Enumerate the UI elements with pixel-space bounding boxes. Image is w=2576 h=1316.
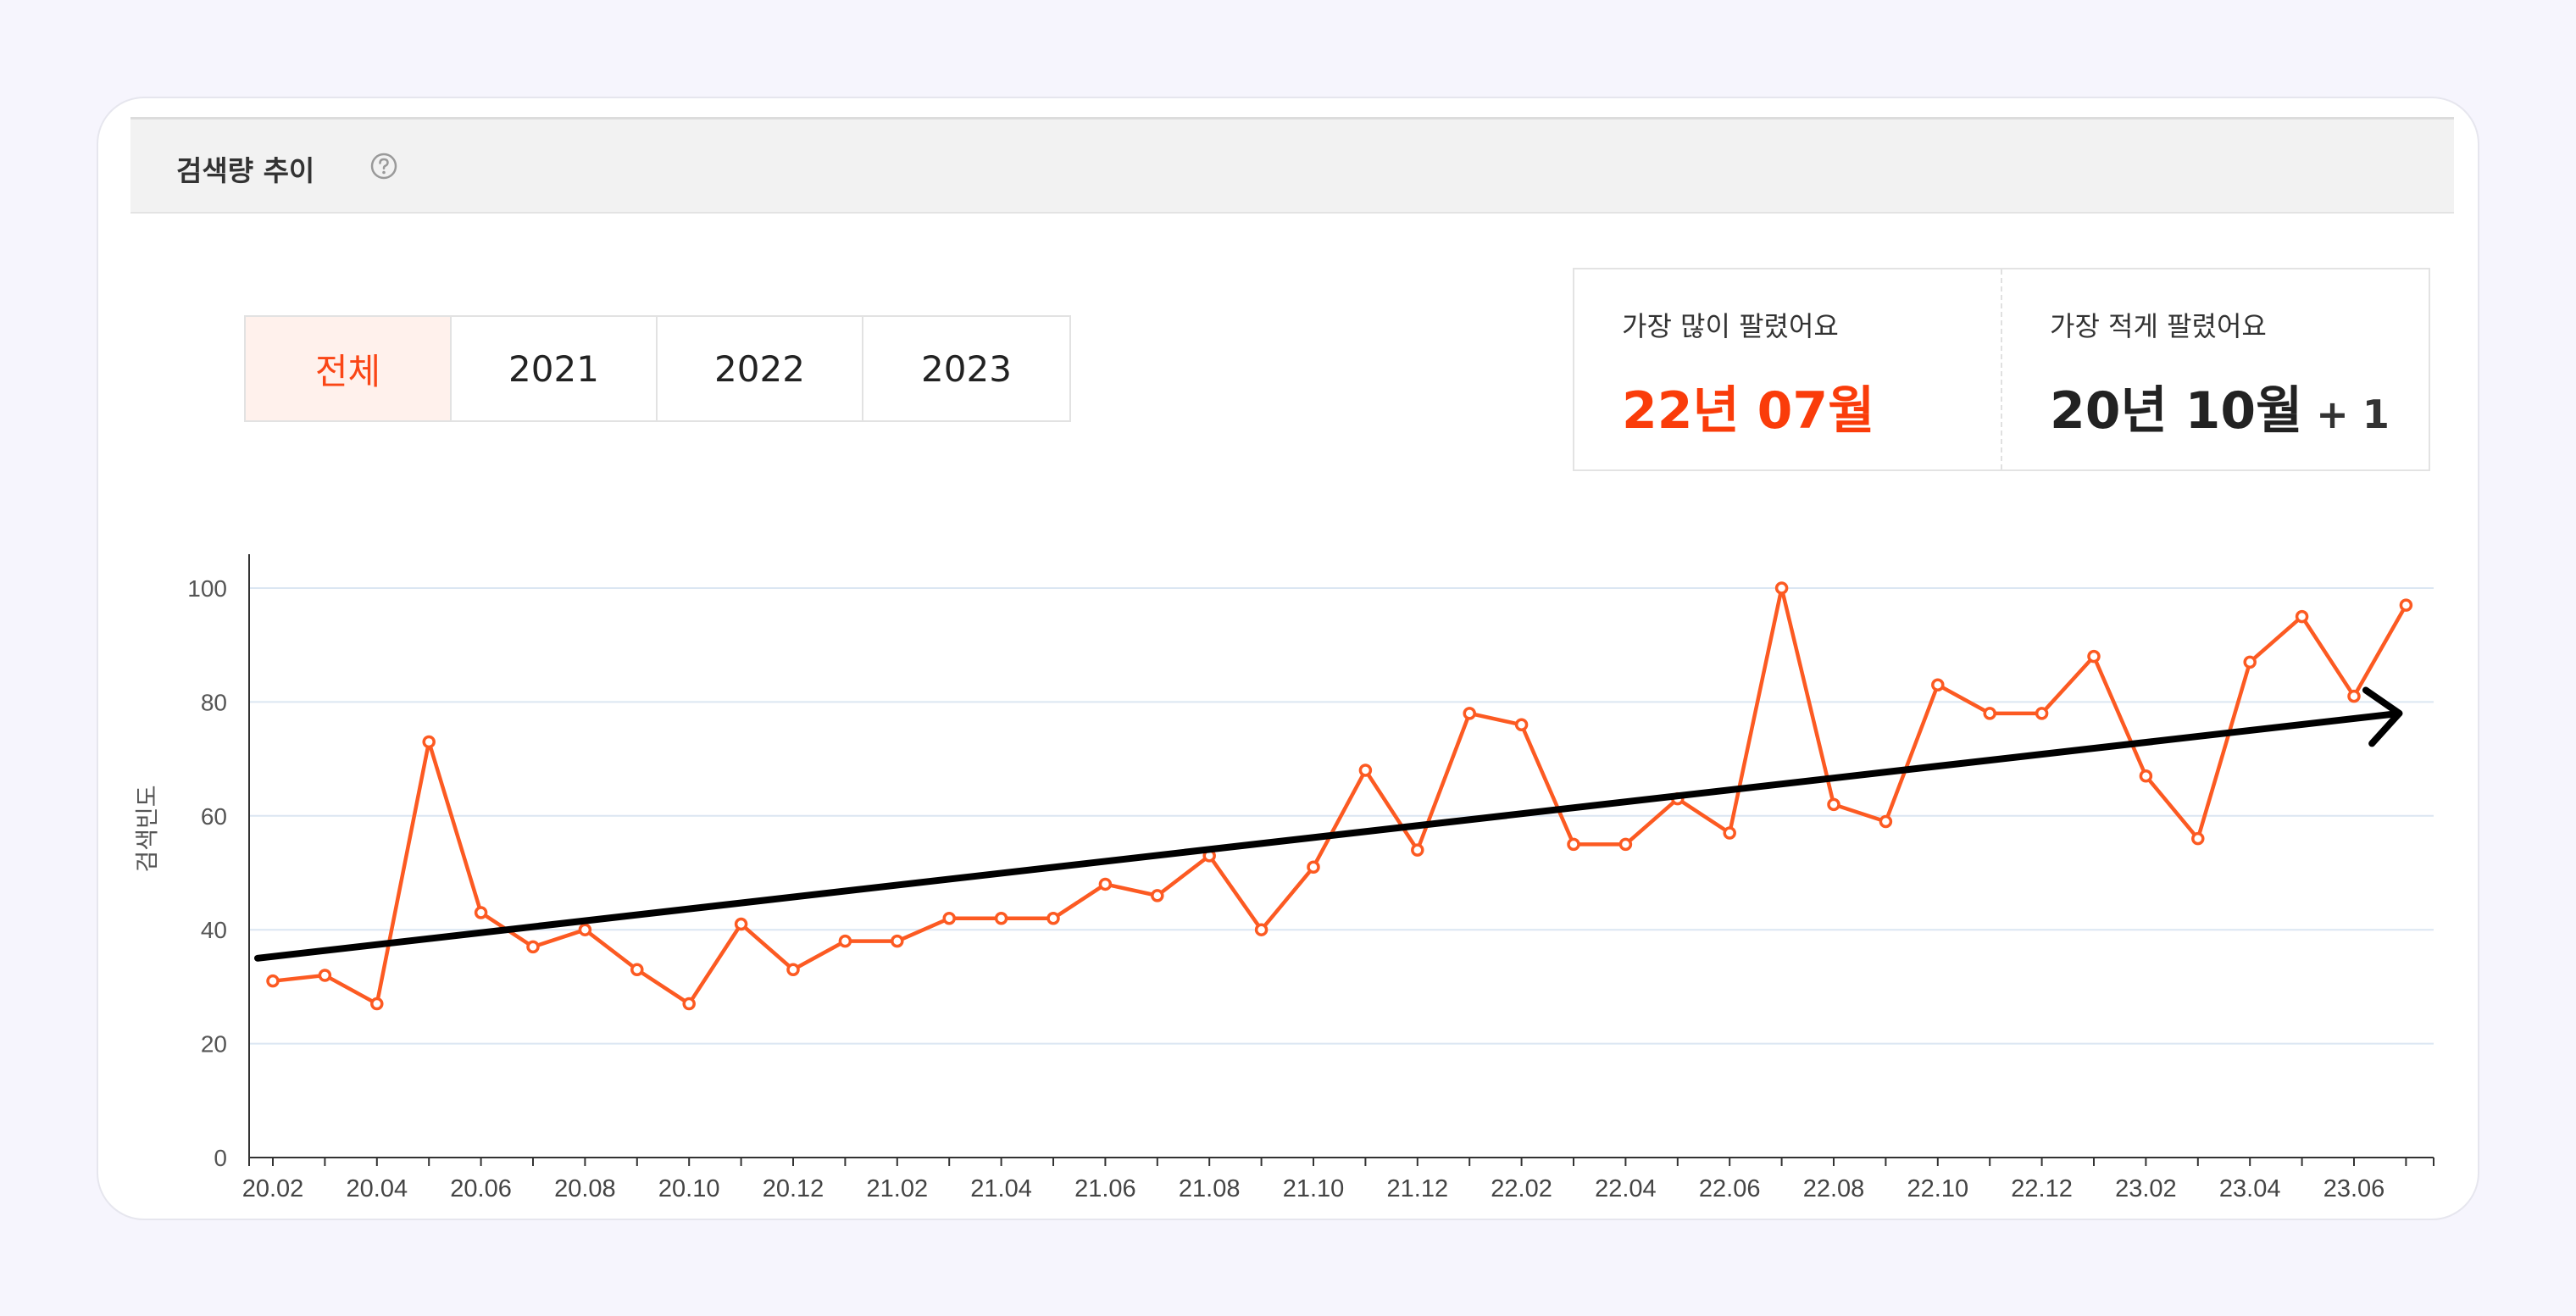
x-tick-label: 20.12: [763, 1175, 824, 1202]
data-point: [630, 963, 644, 976]
stat-least-extra[interactable]: + 1: [2316, 391, 2390, 437]
data-point: [2243, 655, 2257, 669]
card-header: 검색량 추이: [130, 117, 2454, 214]
x-tick-label: 23.04: [2219, 1175, 2281, 1202]
stat-most-sold: 가장 많이 팔렸어요 22년 07월: [1574, 269, 2001, 469]
stat-least-value-row: 20년 10월 + 1: [2050, 369, 2390, 443]
x-tick-label: 21.10: [1283, 1175, 1345, 1202]
y-axis-label: 검색빈도: [134, 785, 160, 872]
data-point: [1307, 860, 1320, 875]
data-point: [2139, 769, 2153, 783]
data-point: [891, 934, 904, 948]
x-tick-label: 20.02: [242, 1175, 304, 1202]
data-point: [2191, 831, 2205, 846]
y-tick-label: 60: [201, 803, 227, 830]
data-point: [1151, 889, 1164, 902]
y-tick-label: 80: [201, 689, 227, 715]
stat-least-value: 20년 10월: [2050, 381, 2303, 441]
stat-most-value: 22년 07월: [1622, 381, 1875, 441]
data-point: [1046, 912, 1060, 925]
x-tick-label: 21.04: [970, 1175, 1032, 1202]
tab-2021[interactable]: 2021: [452, 317, 658, 420]
data-point: [1514, 718, 1529, 732]
data-point: [2035, 707, 2049, 720]
x-tick-label: 20.08: [554, 1175, 616, 1202]
x-tick-label: 20.04: [347, 1175, 408, 1202]
x-tick-label: 23.06: [2323, 1175, 2385, 1202]
tab-2023[interactable]: 2023: [863, 317, 1069, 420]
data-point: [682, 997, 696, 1011]
stat-least-sold: 가장 적게 팔렸어요 20년 10월 + 1: [2001, 269, 2429, 469]
trend-arrow-line: [254, 709, 2403, 962]
trend-arrow-head: [2362, 686, 2403, 747]
data-point: [1983, 707, 1996, 720]
x-tick-label: 21.08: [1179, 1175, 1241, 1202]
x-tick-label: 21.06: [1074, 1175, 1136, 1202]
data-point: [1879, 814, 1893, 829]
data-point: [422, 735, 436, 749]
year-tabs: 전체 2021 2022 2023: [244, 315, 1071, 422]
x-tick-label: 23.02: [2115, 1175, 2177, 1202]
data-point: [1411, 843, 1424, 857]
data-point: [370, 997, 384, 1011]
series-line: [272, 586, 2408, 1006]
data-point: [2399, 598, 2413, 612]
data-point: [994, 912, 1008, 925]
data-point: [1774, 581, 1789, 595]
data-point: [1463, 707, 1476, 720]
data-point: [266, 974, 280, 988]
x-tick-label: 22.12: [2011, 1175, 2073, 1202]
stat-least-label: 가장 적게 팔렸어요: [2050, 310, 2267, 342]
data-point: [734, 917, 748, 931]
x-tick-label: 22.02: [1491, 1175, 1552, 1202]
data-point: [1098, 877, 1113, 891]
y-tick-label: 20: [201, 1031, 227, 1058]
data-point: [1827, 797, 1840, 812]
data-point: [526, 940, 540, 954]
data-point: [1358, 764, 1373, 777]
x-tick-label: 22.06: [1699, 1175, 1761, 1202]
data-point: [942, 912, 956, 925]
x-tick-label: 21.12: [1387, 1175, 1449, 1202]
tab-2022[interactable]: 2022: [658, 317, 863, 420]
x-tick-label: 20.10: [658, 1175, 720, 1202]
y-tick-label: 0: [214, 1145, 227, 1171]
x-tick-label: 22.10: [1907, 1175, 1969, 1202]
data-point: [1931, 678, 1945, 691]
data-point: [2087, 649, 2101, 664]
x-tick-label: 21.02: [867, 1175, 929, 1202]
tab-all[interactable]: 전체: [246, 317, 452, 420]
x-tick-label: 22.08: [1803, 1175, 1865, 1202]
data-point: [838, 934, 852, 948]
x-tick-label: 22.04: [1595, 1175, 1657, 1202]
data-point: [1723, 826, 1736, 840]
y-tick-label: 100: [187, 575, 227, 602]
question-circle-icon[interactable]: [369, 152, 398, 180]
data-point: [1254, 923, 1269, 936]
stats-panel: 가장 많이 팔렸어요 22년 07월 가장 적게 팔렸어요 20년 10월 + 1: [1573, 268, 2430, 471]
data-point: [1618, 837, 1633, 852]
data-point: [578, 923, 592, 936]
search-volume-card: 검색량 추이 전체 2021 2022 2023 가장 많이 팔렸어요 22년 …: [97, 97, 2479, 1220]
data-point: [786, 963, 800, 976]
data-point: [318, 969, 332, 982]
data-point: [2295, 609, 2309, 624]
card-title: 검색량 추이: [176, 154, 315, 187]
data-point: [474, 906, 488, 919]
data-point: [1567, 837, 1580, 852]
x-tick-label: 20.06: [450, 1175, 512, 1202]
y-tick-label: 40: [201, 917, 227, 943]
data-point: [2347, 689, 2361, 703]
stat-most-label: 가장 많이 팔렸어요: [1622, 310, 1839, 342]
